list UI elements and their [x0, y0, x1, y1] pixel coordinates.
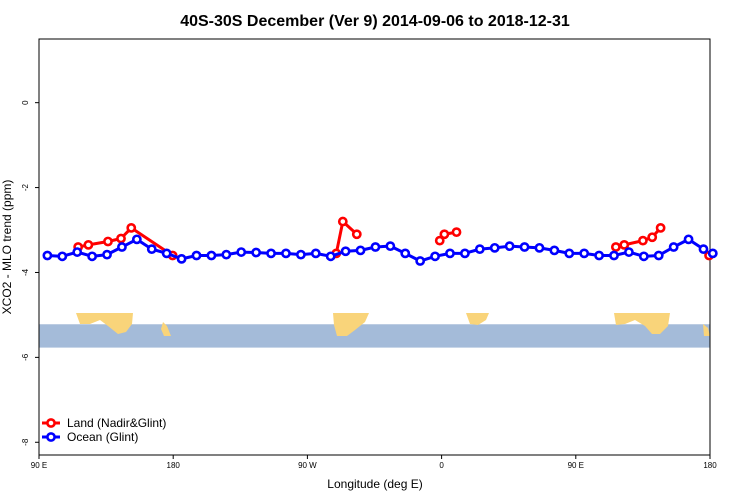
y-axis: 0 -2 -4 -6 -8	[21, 100, 39, 446]
legend-marker	[46, 418, 56, 428]
data-point	[340, 246, 351, 257]
x-tick-label: 90 E	[31, 461, 47, 470]
data-point	[647, 232, 658, 243]
data-point	[266, 248, 276, 259]
data-point	[221, 249, 232, 260]
data-point	[337, 216, 348, 227]
data-point	[451, 227, 462, 238]
data-point	[206, 250, 217, 261]
data-point	[83, 239, 94, 250]
data-point	[87, 251, 98, 262]
data-point	[445, 248, 455, 259]
data-point	[385, 241, 396, 252]
data-point	[310, 248, 321, 259]
data-point	[653, 250, 664, 261]
data-point	[655, 222, 666, 233]
data-point	[236, 247, 247, 257]
data-point	[474, 244, 485, 255]
data-point	[370, 242, 381, 252]
data-point	[176, 253, 187, 264]
y-tick-label: -8	[21, 438, 30, 446]
legend-label: Land (Nadir&Glint)	[67, 416, 166, 430]
chart-title: 40S-30S December (Ver 9) 2014-09-06 to 2…	[180, 13, 570, 30]
x-tick-label: 180	[167, 461, 181, 470]
data-point	[400, 248, 411, 259]
x-axis-label: Longitude (deg E)	[327, 477, 422, 491]
data-point	[161, 248, 172, 259]
data-point	[489, 242, 500, 253]
data-point	[668, 242, 679, 252]
x-tick-label: 90 W	[298, 461, 317, 470]
data-point	[459, 248, 470, 259]
data-point	[594, 250, 604, 261]
data-point	[698, 244, 709, 255]
data-point	[102, 249, 112, 260]
data-point	[126, 222, 137, 233]
y-tick-label: -6	[21, 353, 30, 361]
data-point	[434, 235, 445, 246]
data-point	[579, 248, 590, 259]
data-point	[609, 250, 619, 261]
new-zealand-land-2	[703, 324, 710, 336]
data-point	[430, 251, 440, 262]
data-point	[610, 242, 621, 252]
data-point	[351, 229, 362, 240]
series-1	[42, 234, 718, 266]
legend-marker	[46, 432, 56, 442]
data-point	[504, 241, 515, 252]
data-point	[534, 242, 545, 253]
data-point	[415, 256, 426, 266]
data-point	[355, 245, 366, 256]
ocean-band	[39, 324, 710, 348]
data-point	[549, 245, 560, 256]
data-point	[295, 249, 306, 260]
new-zealand-land	[161, 322, 171, 336]
africa-land	[466, 313, 489, 325]
data-point	[72, 247, 83, 257]
data-point	[564, 248, 575, 259]
data-point	[619, 239, 630, 250]
australia-land	[76, 313, 133, 334]
legend: Land (Nadir&Glint)Ocean (Glint)	[42, 416, 166, 444]
series-layer	[42, 216, 718, 266]
data-point	[57, 251, 68, 262]
data-point	[251, 247, 262, 258]
data-point	[131, 234, 142, 245]
x-axis: 90 E 180 90 W 0 90 E 180	[31, 455, 717, 470]
data-point	[103, 236, 113, 247]
data-point	[116, 233, 126, 244]
data-point	[707, 248, 718, 259]
y-tick-label: -2	[21, 183, 30, 191]
data-point	[281, 248, 291, 259]
y-axis-label: XCO2 - MLO trend (ppm)	[0, 180, 14, 315]
x-tick-label: 0	[439, 461, 444, 470]
data-point	[42, 250, 53, 261]
data-point	[624, 247, 634, 257]
data-point	[519, 242, 530, 252]
y-tick-label: -4	[21, 268, 30, 276]
data-point	[117, 242, 127, 252]
y-tick-label: 0	[21, 100, 30, 105]
data-point	[325, 251, 336, 262]
data-point	[638, 251, 649, 262]
x-tick-label: 90 E	[568, 461, 584, 470]
australia-land-2	[614, 313, 670, 334]
data-point	[439, 229, 450, 240]
data-point	[683, 234, 694, 245]
map-strip	[39, 313, 710, 348]
data-point	[638, 235, 648, 246]
plot-frame	[38, 38, 711, 456]
legend-label: Ocean (Glint)	[67, 430, 138, 444]
data-point	[191, 250, 202, 261]
data-point	[146, 244, 157, 255]
south-america-land	[333, 313, 369, 336]
x-tick-label: 180	[703, 461, 717, 470]
